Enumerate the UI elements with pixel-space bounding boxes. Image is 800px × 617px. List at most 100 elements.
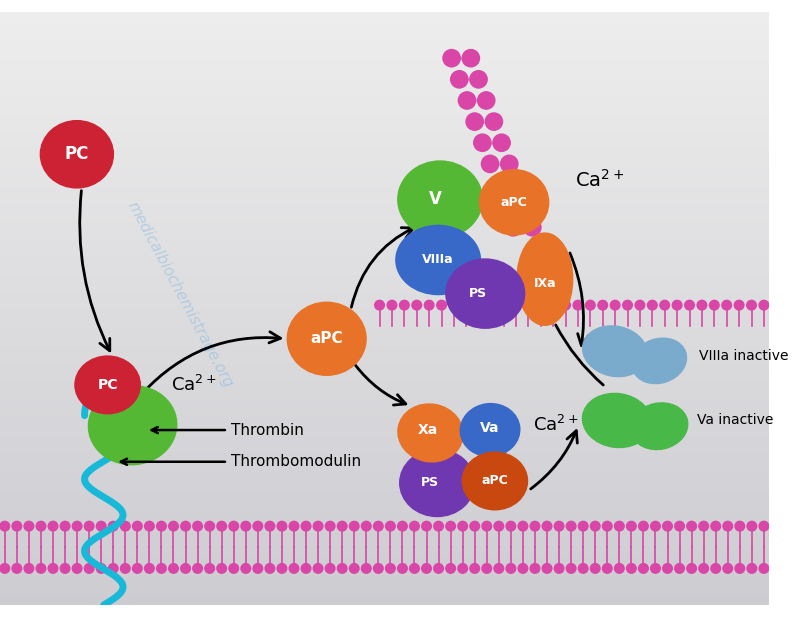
Ellipse shape (479, 170, 549, 235)
Bar (0, 164, 769, 166)
Circle shape (446, 563, 455, 573)
Circle shape (462, 300, 471, 310)
Bar (0, 169, 769, 172)
Circle shape (530, 521, 540, 531)
Circle shape (711, 563, 721, 573)
Ellipse shape (460, 404, 520, 457)
Bar (0, 341, 769, 344)
Bar (0, 42, 769, 44)
Circle shape (181, 521, 190, 531)
Bar (0, 116, 769, 119)
Bar (0, 483, 769, 486)
Circle shape (687, 563, 697, 573)
Bar (0, 59, 769, 62)
Circle shape (747, 563, 757, 573)
Circle shape (374, 521, 383, 531)
Circle shape (687, 521, 697, 531)
Circle shape (338, 521, 347, 531)
Bar (0, 552, 769, 555)
Bar (0, 199, 769, 202)
Circle shape (410, 521, 419, 531)
Bar (0, 267, 769, 270)
Bar (0, 110, 769, 113)
Circle shape (638, 521, 648, 531)
Bar (0, 51, 769, 54)
Circle shape (711, 521, 721, 531)
Circle shape (241, 563, 250, 573)
Bar (0, 157, 769, 160)
Bar (0, 255, 769, 258)
Circle shape (443, 49, 460, 67)
Circle shape (48, 563, 58, 573)
Bar (0, 338, 769, 341)
Bar (0, 543, 769, 545)
Bar (0, 563, 769, 566)
Circle shape (647, 300, 657, 310)
Bar (0, 560, 769, 563)
Circle shape (590, 521, 600, 531)
Bar (0, 549, 769, 552)
Bar (0, 243, 769, 246)
Circle shape (0, 563, 10, 573)
Circle shape (229, 563, 238, 573)
Circle shape (566, 521, 576, 531)
Text: Xa: Xa (418, 423, 438, 437)
Circle shape (289, 521, 298, 531)
Bar (0, 593, 769, 596)
Bar (0, 238, 769, 240)
Bar (0, 445, 769, 448)
Circle shape (482, 521, 491, 531)
Bar (0, 501, 769, 504)
Bar (0, 128, 769, 131)
Circle shape (326, 563, 335, 573)
Text: aPC: aPC (482, 474, 508, 487)
Bar (0, 285, 769, 288)
Bar (0, 558, 769, 560)
Bar (0, 240, 769, 243)
Bar (0, 448, 769, 451)
Bar (0, 451, 769, 453)
Circle shape (674, 521, 684, 531)
Bar (0, 453, 769, 457)
Ellipse shape (75, 356, 140, 414)
Bar (0, 323, 769, 326)
Circle shape (614, 563, 624, 573)
Circle shape (72, 521, 82, 531)
Bar (0, 315, 769, 317)
Circle shape (277, 521, 286, 531)
Circle shape (602, 563, 612, 573)
Bar (0, 513, 769, 516)
Bar (0, 371, 769, 374)
Circle shape (193, 563, 202, 573)
Circle shape (84, 563, 94, 573)
Bar (0, 83, 769, 86)
Circle shape (759, 563, 769, 573)
Circle shape (486, 300, 496, 310)
Bar (0, 172, 769, 175)
Bar (0, 39, 769, 42)
Circle shape (412, 300, 422, 310)
Bar (0, 300, 769, 302)
Bar (0, 196, 769, 199)
Bar (0, 460, 769, 463)
Circle shape (60, 521, 70, 531)
Circle shape (462, 49, 479, 67)
Ellipse shape (398, 404, 463, 462)
Bar (0, 223, 769, 225)
Bar (0, 291, 769, 294)
Circle shape (72, 563, 82, 573)
Circle shape (12, 563, 22, 573)
Bar (0, 587, 769, 590)
Ellipse shape (582, 326, 647, 376)
Circle shape (265, 563, 274, 573)
Circle shape (422, 521, 431, 531)
Text: Ca$^{2+}$: Ca$^{2+}$ (171, 375, 217, 395)
Circle shape (450, 71, 468, 88)
Bar (0, 294, 769, 297)
Circle shape (24, 563, 34, 573)
Bar (0, 139, 769, 143)
Text: Va: Va (480, 421, 500, 435)
Ellipse shape (630, 403, 688, 450)
Bar (0, 498, 769, 501)
Circle shape (590, 563, 600, 573)
